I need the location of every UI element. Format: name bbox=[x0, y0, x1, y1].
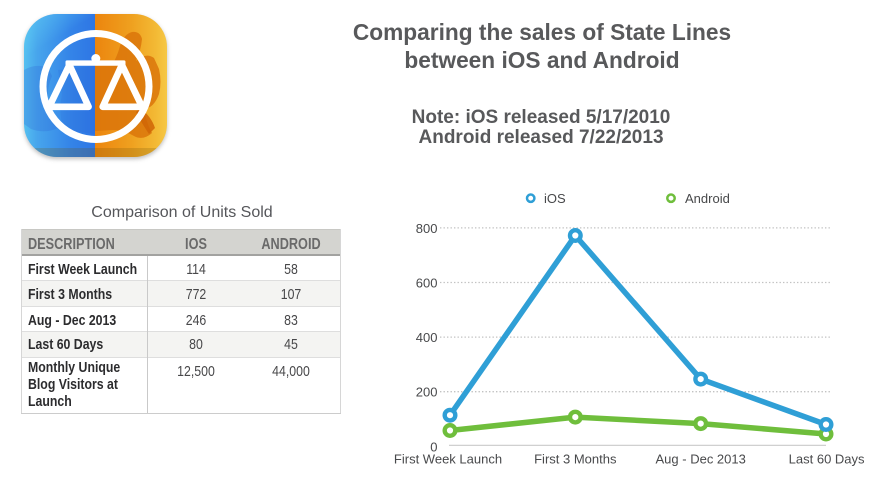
svg-text:800: 800 bbox=[416, 221, 438, 236]
svg-text:First 3 Months: First 3 Months bbox=[534, 452, 617, 467]
svg-text:iOS: iOS bbox=[544, 191, 566, 206]
svg-text:600: 600 bbox=[416, 276, 438, 291]
svg-text:Last 60 Days: Last 60 Days bbox=[789, 452, 865, 467]
svg-text:0: 0 bbox=[430, 439, 437, 454]
svg-text:400: 400 bbox=[416, 330, 438, 345]
svg-text:Android: Android bbox=[685, 191, 730, 206]
svg-text:Aug - Dec 2013: Aug - Dec 2013 bbox=[656, 452, 746, 467]
svg-text:200: 200 bbox=[416, 385, 438, 400]
svg-text:First Week Launch: First Week Launch bbox=[394, 452, 502, 467]
